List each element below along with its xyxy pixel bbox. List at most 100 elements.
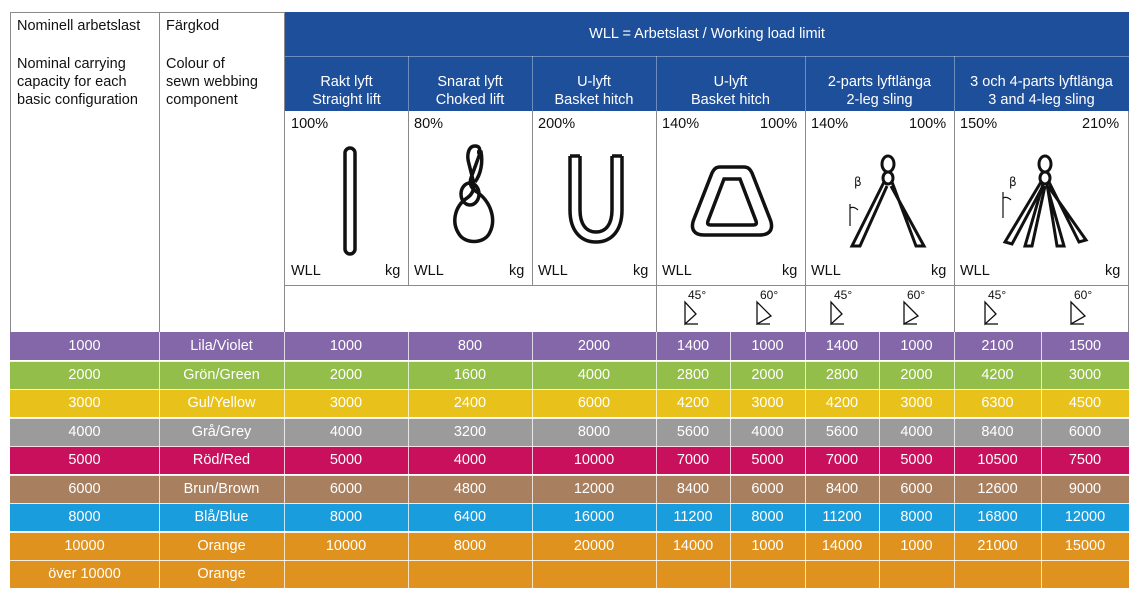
cell-wll-value [532, 560, 656, 588]
cell-nominal: 10000 [64, 538, 105, 554]
cell-color-name: Orange [197, 566, 246, 582]
angle-45-2leg-label: 45° [834, 288, 853, 302]
cell-wll-value: 8000 [329, 509, 363, 525]
cell-wll-value: 6400 [453, 509, 487, 525]
wll-label-2leg: WLL [811, 263, 841, 279]
config-title-choked-en: Choked lift [435, 92, 505, 108]
config-title-basket-en: Basket hitch [554, 92, 634, 108]
kg-label-basket-angled: kg [782, 263, 798, 279]
basket-hitch-vertical-icon [568, 154, 624, 244]
table-row: 10000 Orange 10000 8000 20000 14000 1000 14000 1… [10, 532, 1129, 560]
cell-wll-value: 8400 [825, 481, 859, 497]
config-title-4leg-en: 3 and 4-leg sling [988, 92, 1095, 108]
cell-nominal: 2000 [68, 367, 101, 383]
beta-label-4leg: β [1009, 175, 1017, 189]
cell-wll-value: 1000 [900, 538, 933, 554]
cell-wll-value [879, 560, 954, 588]
cell-wll-value: 7500 [1068, 452, 1102, 468]
cell-wll-value: 8000 [751, 509, 784, 525]
cell-wll-value: 1500 [1068, 338, 1102, 354]
frame-col2-divider [159, 12, 160, 332]
cell-wll-value [1041, 560, 1129, 588]
cell-wll-value: 12000 [1064, 509, 1106, 525]
cell-wll-value: 7000 [825, 452, 859, 468]
cell-wll-value: 1000 [329, 338, 363, 354]
colour-code-title-en-3: component [166, 92, 238, 108]
nominal-load-title-en-2: capacity for each [17, 74, 127, 90]
table-row: 1000 Lila/Violet 1000 800 2000 1400 1000 1400 10… [10, 332, 1129, 360]
pct-straight: 100% [291, 116, 329, 132]
cell-wll-value: 10000 [573, 452, 615, 468]
cell-nominal: 6000 [68, 481, 101, 497]
icon-area-bottom-line [285, 285, 1129, 286]
cell-wll-value: 2000 [577, 338, 611, 354]
cell-wll-value: 7000 [676, 452, 710, 468]
config-title-basket-angled-sv: U-lyft [713, 74, 748, 90]
choked-lift-icon [453, 144, 495, 244]
cell-wll-value: 4000 [751, 424, 784, 440]
config-title-basket-sv: U-lyft [577, 74, 611, 90]
cell-wll-value: 9000 [1068, 481, 1102, 497]
cell-wll-value: 8000 [900, 509, 933, 525]
cell-color-name: Grå/Grey [191, 424, 252, 440]
cell-wll-value [284, 560, 408, 588]
cell-color-name: Gul/Yellow [187, 395, 256, 411]
cell-wll-value: 20000 [573, 538, 615, 554]
cell-nominal: över 10000 [48, 566, 121, 582]
straight-lift-icon [343, 146, 357, 256]
wll-header-block [285, 12, 1129, 111]
cell-nominal: 5000 [68, 452, 101, 468]
nominal-load-title-en-1: Nominal carrying [17, 56, 126, 72]
kg-label-2leg: kg [931, 263, 947, 279]
cell-wll-value: 6300 [981, 395, 1014, 411]
colour-code-title-sv: Färgkod [166, 18, 220, 34]
cell-wll-value: 3000 [900, 395, 933, 411]
cell-color-name: Blå/Blue [194, 509, 249, 525]
cell-wll-value: 1000 [751, 338, 784, 354]
pct-basket-angled-right: 100% [760, 116, 798, 132]
cell-wll-value: 2400 [453, 395, 487, 411]
cell-wll-value: 4000 [900, 424, 933, 440]
pct-basket-angled-left: 140% [662, 116, 700, 132]
config-title-basket-angled-en: Basket hitch [691, 92, 770, 108]
config-title-2leg-en: 2-leg sling [846, 92, 913, 108]
angle-45-basket-icon [684, 300, 698, 326]
cell-wll-value: 5600 [676, 424, 710, 440]
config-title-choked-sv: Snarat lyft [437, 74, 503, 90]
table-row: 3000 Gul/Yellow 3000 2400 6000 4200 3000 4200 30… [10, 389, 1129, 417]
cell-nominal: 3000 [68, 395, 101, 411]
nominal-load-title-en-3: basic configuration [17, 92, 138, 108]
cell-wll-value: 2000 [900, 367, 933, 383]
cell-wll-value: 1400 [676, 338, 710, 354]
cell-color-name: Röd/Red [192, 452, 251, 468]
cell-wll-value: 4000 [453, 452, 487, 468]
cell-color-name: Brun/Brown [183, 481, 260, 497]
cell-wll-value: 8400 [981, 424, 1014, 440]
table-row: 2000 Grön/Green 2000 1600 4000 2800 2000 2800 20… [10, 361, 1129, 389]
cell-color-name: Orange [197, 538, 246, 554]
cell-wll-value: 6000 [329, 481, 363, 497]
wll-label-basket: WLL [538, 263, 568, 279]
cell-wll-value: 1000 [751, 538, 784, 554]
pct-choked: 80% [414, 116, 444, 132]
cell-wll-value [805, 560, 879, 588]
table-row: 8000 Blå/Blue 8000 6400 16000 11200 8000 11200 8… [10, 503, 1129, 531]
cell-wll-value: 1400 [825, 338, 859, 354]
nominal-load-title-sv: Nominell arbetslast [17, 18, 141, 34]
cell-nominal: 1000 [68, 338, 101, 354]
frame-top [10, 12, 285, 13]
cell-wll-value: 14000 [821, 538, 863, 554]
frame-left [10, 12, 11, 332]
wll-label-4leg: WLL [960, 263, 990, 279]
cell-wll-value: 5600 [825, 424, 859, 440]
basket-hitch-angled-icon [690, 165, 774, 237]
cell-wll-value: 4500 [1068, 395, 1102, 411]
wll-label-basket-angled: WLL [662, 263, 692, 279]
cell-nominal: 4000 [68, 424, 101, 440]
cell-color-name: Grön/Green [183, 367, 260, 383]
cell-wll-value: 6000 [900, 481, 933, 497]
cell-wll-value: 15000 [1064, 538, 1106, 554]
angle-60-2leg-icon [903, 300, 920, 326]
kg-label-choked: kg [509, 263, 525, 279]
table-row: 4000 Grå/Grey 4000 3200 8000 5600 4000 5600 4000… [10, 418, 1129, 446]
